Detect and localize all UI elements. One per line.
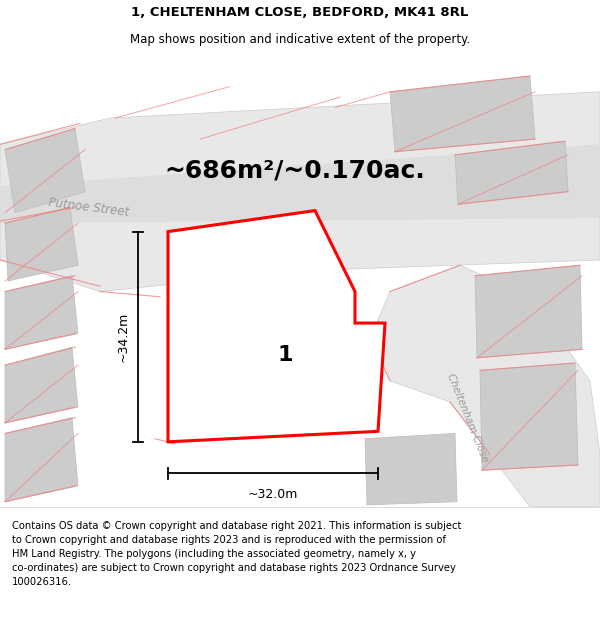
Text: Cheltenham Close: Cheltenham Close [446,372,490,464]
Polygon shape [0,144,600,223]
Polygon shape [370,265,600,507]
Polygon shape [365,433,457,505]
Polygon shape [5,208,78,281]
Polygon shape [168,211,385,442]
Polygon shape [5,276,78,349]
Polygon shape [5,129,85,213]
Text: Putnoe Street: Putnoe Street [208,239,289,275]
Text: 1, CHELTENHAM CLOSE, BEDFORD, MK41 8RL: 1, CHELTENHAM CLOSE, BEDFORD, MK41 8RL [131,6,469,19]
Text: Putnoe Street: Putnoe Street [48,196,130,219]
Polygon shape [480,363,578,470]
Text: 1: 1 [277,344,293,364]
Text: ~34.2m: ~34.2m [117,312,130,362]
Polygon shape [475,265,582,358]
Text: Contains OS data © Crown copyright and database right 2021. This information is : Contains OS data © Crown copyright and d… [12,521,461,587]
Polygon shape [0,92,600,291]
Text: Map shows position and indicative extent of the property.: Map shows position and indicative extent… [130,33,470,46]
Polygon shape [455,141,568,204]
Polygon shape [210,271,325,400]
Polygon shape [390,76,535,152]
Polygon shape [5,418,78,502]
Text: ~32.0m: ~32.0m [248,488,298,501]
Text: ~686m²/~0.170ac.: ~686m²/~0.170ac. [164,159,425,182]
Polygon shape [5,348,78,423]
